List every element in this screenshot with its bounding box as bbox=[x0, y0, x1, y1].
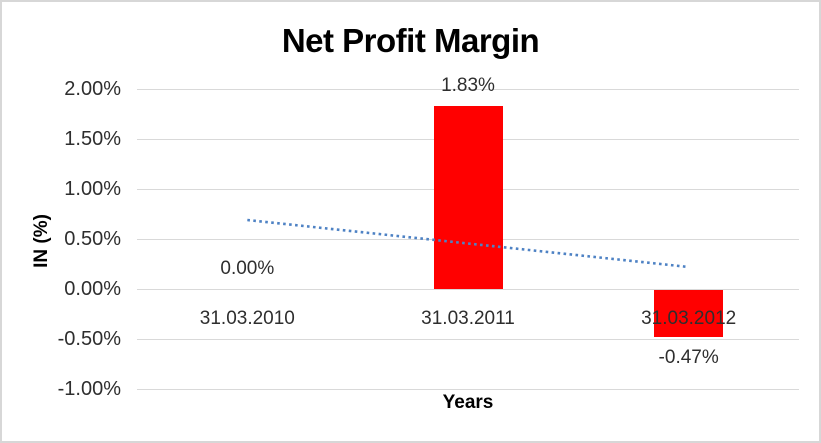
gridline bbox=[137, 89, 799, 90]
y-axis-tick-label: 0.50% bbox=[64, 228, 121, 250]
y-axis-tick-label: -0.50% bbox=[57, 328, 121, 350]
data-label: 1.83% bbox=[441, 75, 495, 96]
y-axis-tick-label: 1.50% bbox=[64, 128, 121, 150]
gridline bbox=[137, 289, 799, 290]
y-axis-tick-label: 0.00% bbox=[64, 278, 121, 300]
y-axis-tick-label: 2.00% bbox=[64, 78, 121, 100]
y-axis-tick-label: -1.00% bbox=[57, 378, 121, 400]
category-label: 31.03.2012 bbox=[641, 308, 737, 329]
x-axis-title: Years bbox=[442, 392, 494, 413]
gridline bbox=[137, 339, 799, 340]
category-label: 31.03.2010 bbox=[199, 308, 295, 329]
gridline bbox=[137, 389, 799, 390]
data-label: -0.47% bbox=[658, 347, 719, 368]
chart-title: Net Profit Margin bbox=[281, 22, 540, 59]
category-label: 31.03.2011 bbox=[421, 308, 515, 329]
y-axis-tick-label: 1.00% bbox=[64, 178, 121, 200]
bar-31.03.2012 bbox=[654, 290, 724, 337]
data-label: 0.00% bbox=[220, 258, 275, 279]
bar-31.03.2011 bbox=[433, 106, 503, 289]
